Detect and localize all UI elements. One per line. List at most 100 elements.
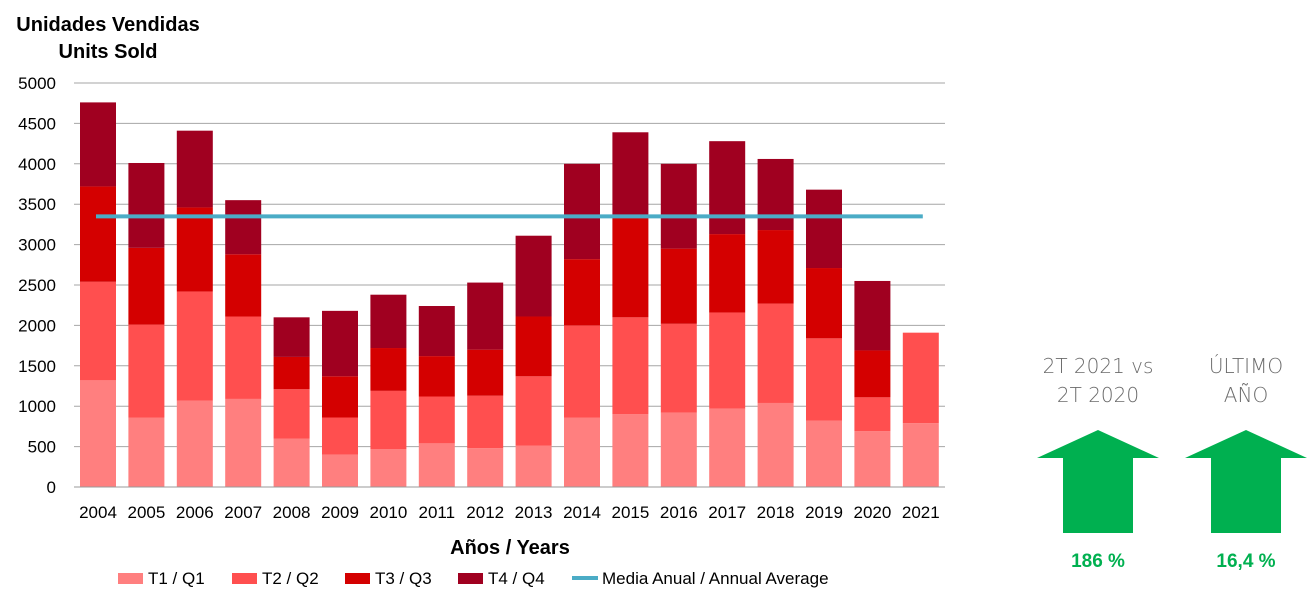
bar-2018-q3	[757, 230, 794, 304]
bar-2007-q2	[225, 316, 262, 399]
bar-2004-q1	[80, 380, 116, 487]
bar-2015-q3	[612, 217, 649, 318]
legend-label: T4 / Q4	[488, 569, 545, 588]
bar-2010-q4	[370, 294, 407, 349]
kpi-1-label-line1: 2T 2021 vs	[1042, 354, 1154, 378]
x-tick-label: 2011	[419, 503, 456, 522]
bar-2020-q3	[854, 350, 891, 398]
bar-2013-q3	[515, 316, 552, 377]
bar-2019-q3	[806, 268, 842, 339]
bar-2004-q4	[80, 102, 116, 187]
bar-2008-q4	[273, 317, 310, 357]
bar-2016-q1	[660, 412, 697, 487]
bar-2006-q3	[176, 207, 213, 292]
y-tick-label: 2000	[18, 316, 56, 335]
legend-swatch	[232, 573, 257, 584]
bar-2008-q1	[273, 438, 310, 487]
bar-2009-q3	[322, 376, 358, 418]
bar-2007-q1	[225, 398, 262, 487]
y-tick-label: 4500	[18, 114, 56, 133]
bar-2021-q1	[902, 423, 939, 487]
y-tick-label: 3000	[18, 236, 56, 255]
bar-2013-q2	[515, 376, 552, 446]
x-tick-label: 2009	[321, 503, 359, 522]
bar-2019-q1	[806, 420, 842, 487]
y-axis-ticks: 0 500 1000 1500 2000 2500 3000 3500 4000 4500 5000	[18, 74, 56, 497]
x-tick-label: 2014	[563, 503, 601, 522]
bar-2008-q3	[273, 356, 310, 390]
bar-2012-q4	[467, 282, 504, 350]
bar-2019-q4	[806, 189, 842, 269]
bar-2014-q4	[564, 163, 600, 260]
bar-2021-q2	[902, 332, 939, 424]
bars	[80, 102, 939, 487]
x-tick-label: 2010	[369, 503, 407, 522]
x-axis-ticks: 2004 2005 2006 2007 2008 2009 2010 2011 2012 2013…	[79, 503, 940, 522]
x-tick-label: 2017	[708, 503, 746, 522]
bar-2012-q3	[467, 349, 504, 396]
bar-2006-q1	[176, 400, 213, 487]
bar-2011-q2	[418, 396, 455, 444]
kpi-2-value: 16,4 %	[1216, 551, 1276, 572]
bar-2020-q1	[854, 431, 891, 487]
x-axis-title: Años / Years	[450, 537, 570, 559]
chart-title: Unidades Vendidas	[16, 14, 199, 36]
bar-2014-q3	[564, 259, 600, 326]
y-tick-label: 2500	[18, 276, 56, 295]
x-tick-label: 2015	[611, 503, 649, 522]
bar-2014-q1	[564, 417, 600, 487]
bar-2017-q4	[709, 141, 746, 235]
bar-2004-q3	[80, 186, 116, 282]
bar-2019-q2	[806, 338, 842, 421]
x-tick-label: 2004	[79, 503, 117, 522]
bar-2012-q2	[467, 395, 504, 449]
bar-2011-q1	[418, 443, 455, 487]
bar-2018-q4	[757, 158, 794, 231]
bar-2006-q4	[176, 130, 213, 208]
bar-2012-q1	[467, 448, 504, 487]
legend-swatch	[458, 573, 483, 584]
bar-2009-q2	[322, 417, 358, 455]
kpi-2-label: ÚLTIMO AÑO	[1166, 352, 1314, 410]
kpi-1-value: 186 %	[1071, 551, 1125, 572]
bar-2016-q3	[660, 248, 697, 324]
legend-swatch	[345, 573, 370, 584]
legend-label-average: Media Anual / Annual Average	[602, 569, 829, 588]
bar-2017-q3	[709, 234, 746, 313]
up-arrow-icon	[1185, 430, 1307, 533]
y-tick-label: 1000	[18, 397, 56, 416]
x-tick-label: 2013	[515, 503, 553, 522]
x-tick-label: 2005	[127, 503, 165, 522]
gridlines	[74, 82, 945, 448]
legend-label: T3 / Q3	[375, 569, 432, 588]
bar-2005-q3	[128, 247, 165, 325]
bar-2009-q4	[322, 310, 358, 377]
up-arrow-icon	[1037, 430, 1159, 533]
bar-2010-q3	[370, 348, 407, 391]
x-tick-label: 2006	[176, 503, 214, 522]
bar-2008-q2	[273, 389, 310, 439]
bar-2016-q2	[660, 323, 697, 413]
legend-label: T2 / Q2	[262, 569, 319, 588]
bar-2015-q2	[612, 317, 649, 415]
x-tick-label: 2016	[660, 503, 698, 522]
y-tick-label: 4000	[18, 155, 56, 174]
bar-2015-q4	[612, 132, 649, 218]
bar-2013-q1	[515, 445, 552, 487]
x-tick-label: 2008	[273, 503, 311, 522]
x-tick-label: 2018	[757, 503, 795, 522]
legend-swatch	[118, 573, 143, 584]
kpi-1-label: 2T 2021 vs 2T 2020	[1018, 352, 1178, 410]
y-tick-label: 500	[28, 438, 56, 457]
y-tick-label: 3500	[18, 195, 56, 214]
bar-2017-q1	[709, 408, 746, 487]
bar-2007-q4	[225, 200, 262, 255]
bar-2004-q2	[80, 281, 116, 381]
bar-2005-q4	[128, 162, 165, 248]
legend-label: T1 / Q1	[148, 569, 205, 588]
bar-2014-q2	[564, 325, 600, 418]
kpi-2-label-line1: ÚLTIMO	[1208, 354, 1284, 378]
y-tick-label: 5000	[18, 74, 56, 93]
bar-2009-q1	[322, 454, 358, 487]
